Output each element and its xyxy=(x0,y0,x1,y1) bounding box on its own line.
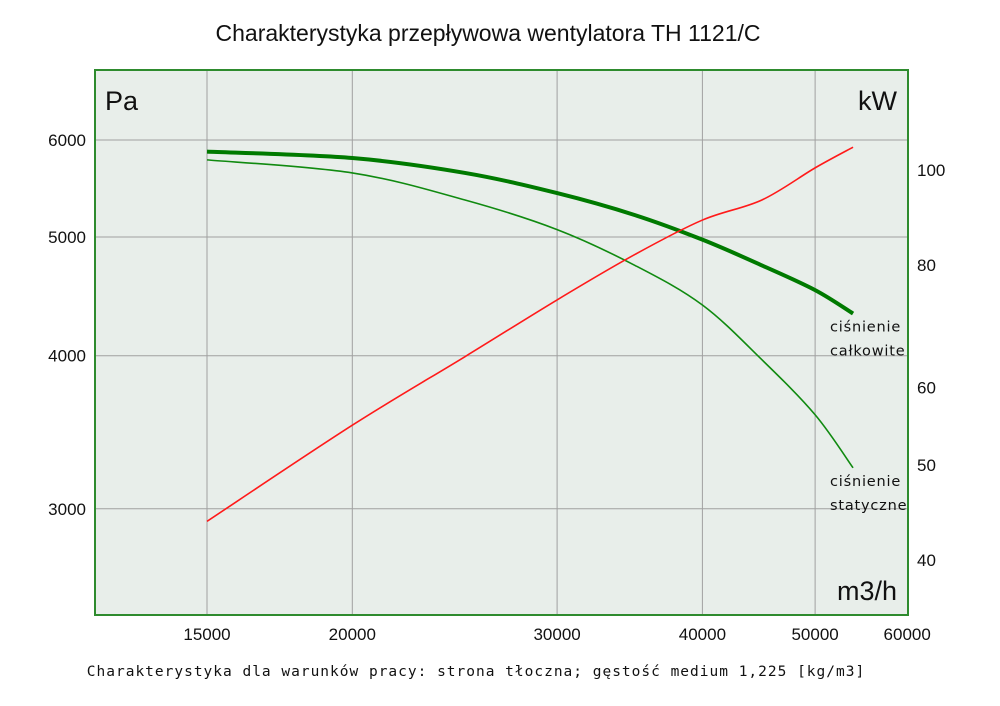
series-label: ciśnienie xyxy=(830,320,901,336)
y-right-tick-label: 80 xyxy=(917,256,936,275)
plot-area xyxy=(95,70,908,615)
curves xyxy=(206,146,855,523)
y-right-tick-label: 60 xyxy=(917,378,936,397)
x-unit-label: m3/h xyxy=(837,576,897,606)
power-line xyxy=(206,146,854,523)
y-right-tick-label: 50 xyxy=(917,456,936,475)
x-tick-label: 20000 xyxy=(329,625,376,644)
series-labels: ciśnienie całkowite ciśnienie statyczne xyxy=(830,320,907,514)
y-left-tick-label: 3000 xyxy=(48,500,86,519)
y-left-tick-label: 4000 xyxy=(48,347,86,366)
grid xyxy=(95,70,908,615)
series-label: całkowite xyxy=(830,344,905,360)
chart-title: Charakterystyka przepływowa wentylatora … xyxy=(216,20,761,46)
y-left-tick-label: 6000 xyxy=(48,131,86,150)
x-tick-label: 60000 xyxy=(884,625,931,644)
total-pressure-line xyxy=(206,149,855,316)
x-tick-label: 50000 xyxy=(791,625,838,644)
series-label: statyczne xyxy=(830,498,907,514)
y-right-unit-label: kW xyxy=(858,86,898,116)
plot-frame xyxy=(94,69,909,616)
x-tick-label: 15000 xyxy=(183,625,230,644)
y-left-unit-label: Pa xyxy=(105,86,139,116)
static-pressure-line xyxy=(206,159,854,469)
y-right-tick-label: 40 xyxy=(917,551,936,570)
footnote: Charakterystyka dla warunków pracy: stro… xyxy=(87,664,865,680)
y-left-tick-label: 5000 xyxy=(48,228,86,247)
y-right-tick-label: 100 xyxy=(917,161,945,180)
tick-labels: 15000 20000 30000 40000 50000 60000 6000 5000 40… xyxy=(48,131,945,644)
series-label: ciśnienie xyxy=(830,474,901,490)
x-tick-label: 30000 xyxy=(533,625,580,644)
x-tick-label: 40000 xyxy=(679,625,726,644)
